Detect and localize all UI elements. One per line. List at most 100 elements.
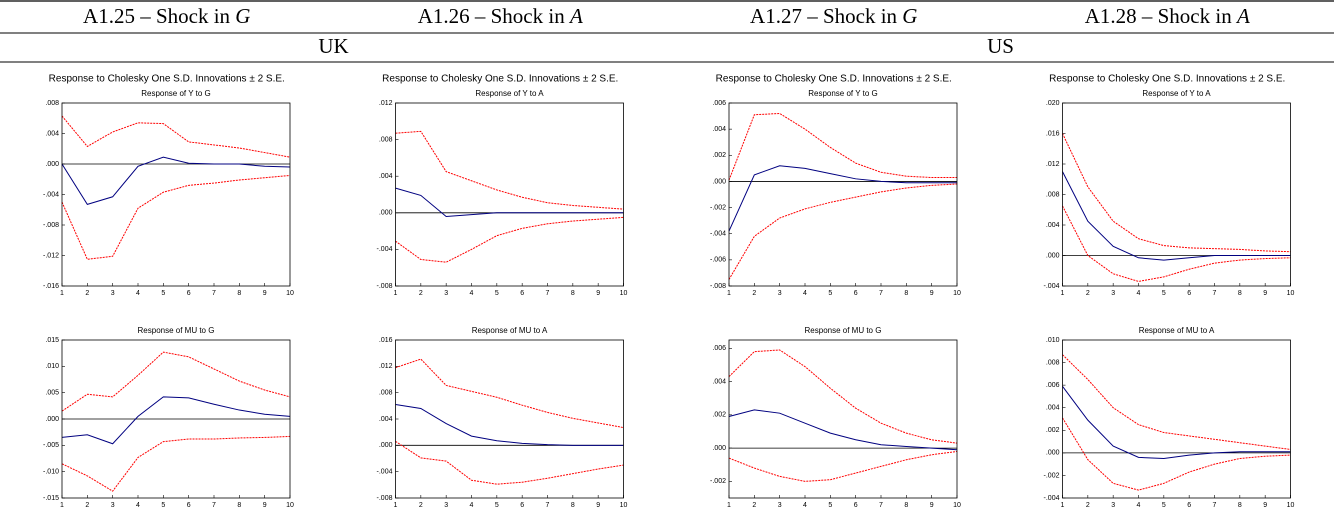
x-tick-label: 9 [596,290,600,297]
response-line [728,409,958,451]
y-tick-label: .010 [1046,337,1060,344]
response-line [1062,385,1291,460]
y-tick-label: .004 [712,126,726,133]
y-tick-label: .004 [379,416,393,423]
x-tick-label: 10 [620,502,628,508]
x-tick-label: 1 [394,502,398,508]
y-tick-label: -.008 [377,283,393,290]
chart-title: Response of MU to G [805,326,882,335]
y-tick-label: -.008 [43,222,59,229]
y-tick-label: -.002 [710,478,726,485]
x-tick-label: 8 [571,502,575,508]
x-tick-label: 9 [1263,502,1267,508]
x-tick-label: 6 [854,502,858,508]
y-tick-label: .004 [712,378,726,385]
y-tick-label: .000 [1046,450,1060,457]
x-tick-label: 3 [111,502,115,508]
x-tick-label: 3 [1111,502,1115,508]
y-tick-label: .000 [379,210,393,217]
region-label: UK [318,34,348,58]
x-tick-label: 2 [752,290,756,297]
y-tick-label: -.004 [1044,283,1060,290]
x-tick-label: 4 [803,502,807,508]
x-tick-label: 8 [904,502,908,508]
y-tick-label: .016 [1046,130,1060,137]
x-tick-label: 6 [187,290,191,297]
confidence-band [1062,354,1291,450]
x-tick-label: 7 [1213,290,1217,297]
x-tick-label: 7 [879,502,883,508]
x-tick-label: 1 [1061,290,1065,297]
x-tick-label: 2 [752,502,756,508]
y-tick-label: .004 [1046,405,1060,412]
y-tick-label: -.004 [43,191,59,198]
x-tick-label: 1 [60,502,64,508]
header-label: A1.28 – Shock in [1085,4,1237,28]
confidence-band [61,115,291,158]
confidence-band [61,435,291,492]
y-tick-label: -.004 [377,246,393,253]
header-label: A1.26 – Shock in [418,4,570,28]
plot-frame [728,339,958,499]
y-tick-label: .008 [379,136,393,143]
x-tick-label: 6 [520,290,524,297]
x-tick-label: 4 [470,502,474,508]
y-tick-label: .000 [45,416,59,423]
chart-title: Response of Y to G [808,89,878,98]
y-tick-label: .000 [1046,252,1060,259]
y-tick-label: .012 [1046,161,1060,168]
x-tick-label: 10 [620,290,628,297]
x-tick-label: 5 [495,502,499,508]
panel-suptitle: Response to Cholesky One S.D. Innovation… [382,74,618,85]
x-tick-label: 7 [1213,502,1217,508]
y-tick-label: .000 [712,178,726,185]
confidence-band [728,183,958,280]
x-tick-label: 4 [1137,290,1141,297]
y-tick-label: -.004 [1044,495,1060,502]
y-tick-label: -.005 [43,442,59,449]
confidence-band [61,351,291,412]
y-tick-label: .000 [379,442,393,449]
x-tick-label: 9 [930,502,934,508]
column-header: A1.25 – Shock in G [83,4,250,28]
x-tick-label: 1 [394,290,398,297]
x-tick-label: 8 [904,290,908,297]
confidence-band [1062,205,1291,282]
chart-title: Response of Y to G [141,89,211,98]
y-tick-label: .020 [1046,100,1060,107]
x-tick-label: 9 [930,290,934,297]
y-tick-label: .006 [712,100,726,107]
y-tick-label: .016 [379,337,393,344]
x-tick-label: 5 [161,290,165,297]
x-tick-label: 4 [136,502,140,508]
x-tick-label: 4 [803,290,807,297]
y-tick-label: .000 [712,445,726,452]
panel-suptitle: Response to Cholesky One S.D. Innovation… [49,74,285,85]
x-tick-label: 8 [1238,502,1242,508]
plot-frame [61,102,291,287]
x-tick-label: 8 [1238,290,1242,297]
plot-frame [395,339,624,499]
x-tick-label: 5 [495,290,499,297]
y-tick-label: .012 [379,363,393,370]
confidence-band [61,174,291,260]
panel-suptitle: Response to Cholesky One S.D. Innovation… [716,74,952,85]
response-line [61,396,291,445]
x-tick-label: 10 [1287,290,1295,297]
x-tick-label: 6 [520,502,524,508]
y-tick-label: -.010 [43,469,59,476]
y-tick-label: -.016 [43,283,59,290]
y-tick-label: .006 [712,345,726,352]
x-tick-label: 2 [419,502,423,508]
chart-title: Response of MU to A [1139,326,1215,335]
x-tick-label: 10 [286,290,294,297]
y-tick-label: .015 [45,337,59,344]
x-tick-label: 8 [237,502,241,508]
x-tick-label: 7 [212,290,216,297]
x-tick-label: 6 [1187,290,1191,297]
x-tick-label: 7 [212,502,216,508]
x-tick-label: 5 [161,502,165,508]
y-tick-label: .010 [45,363,59,370]
